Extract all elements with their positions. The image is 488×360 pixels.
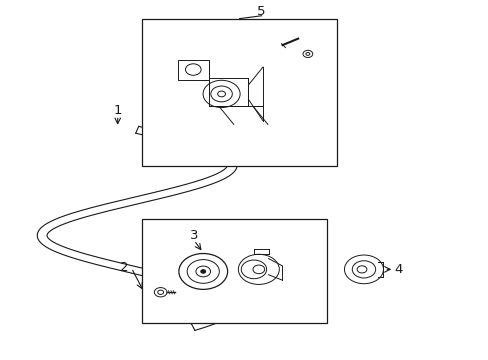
Text: 4: 4 bbox=[393, 263, 402, 276]
Bar bbox=[142, 19, 336, 166]
Text: 3: 3 bbox=[189, 229, 198, 242]
Circle shape bbox=[201, 270, 205, 273]
Text: 1: 1 bbox=[113, 104, 122, 117]
Text: 5: 5 bbox=[257, 5, 265, 18]
Bar bbox=[142, 220, 327, 323]
Bar bbox=[177, 60, 209, 80]
Bar bbox=[209, 78, 248, 107]
Text: 2: 2 bbox=[120, 261, 128, 274]
